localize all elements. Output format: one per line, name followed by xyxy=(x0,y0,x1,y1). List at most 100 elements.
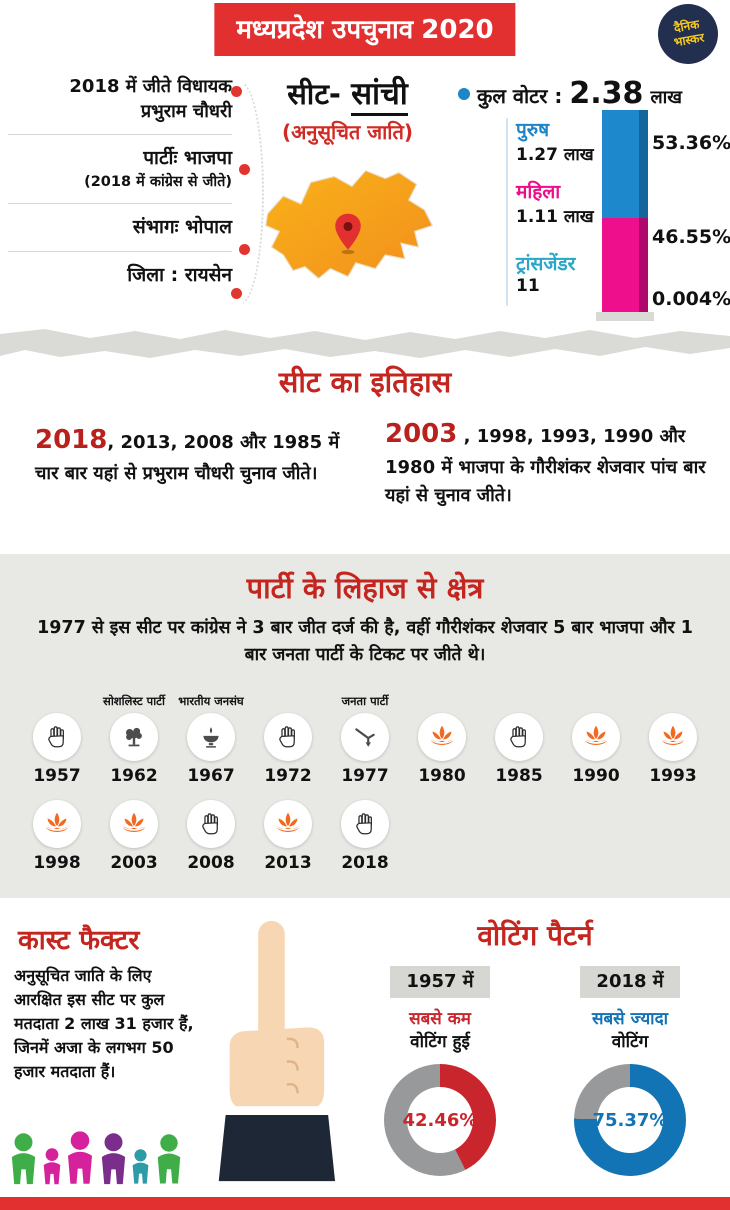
female-pct: 46.55% xyxy=(652,226,730,248)
bar-pedestal xyxy=(596,312,654,321)
congress-symbol-icon xyxy=(341,800,389,849)
timeline-item-1993: 1993 xyxy=(638,677,708,786)
timeline-item-1998: 1998 xyxy=(22,790,92,873)
male-count: 1.27 लाख xyxy=(516,145,594,165)
donut-2018: 75.37% xyxy=(574,1064,686,1176)
jansangh-symbol-icon xyxy=(187,713,235,762)
header-title: मध्यप्रदेश उपचुनाव xyxy=(236,15,414,45)
district-info: जिला : रायसेन xyxy=(127,263,232,286)
timeline-item-1967: भारतीय जनसंघ 1967 xyxy=(176,677,246,787)
party-line: पार्टीः भाजपा xyxy=(143,147,232,170)
trans-voters: ट्रांसजेंडर 11 xyxy=(516,250,612,296)
party-name-label xyxy=(330,790,400,796)
history-left-year: 2018 xyxy=(35,425,108,455)
seat-name: सांची xyxy=(351,76,408,116)
divider xyxy=(8,202,232,204)
location-pin-icon xyxy=(334,213,361,250)
election-year: 1985 xyxy=(495,766,543,787)
trans-count: 11 xyxy=(516,276,540,296)
seat-panel: सीट- सांची (अनुसूचित जाति) xyxy=(240,72,455,304)
history-right-year: 2003 xyxy=(385,419,458,449)
total-voters-unit: लाख xyxy=(650,87,683,108)
total-voters: कुल वोटर : 2.38 लाख xyxy=(458,76,682,111)
party-name-label: भारतीय जनसंघ xyxy=(178,694,244,709)
party-timeline-row1: 1957 सोशलिस्ट पार्टी 1962 भारतीय जनसंघ 1967 1… xyxy=(0,669,730,786)
timeline-item-2013: 2013 xyxy=(253,790,323,873)
gender-bar-chart xyxy=(602,110,648,312)
trans-pct: 0.004% xyxy=(652,288,730,310)
party-name-label xyxy=(638,677,708,709)
donut-1957: 42.46% xyxy=(384,1064,496,1176)
red-bullet-dot xyxy=(231,86,242,97)
party-name-label xyxy=(484,677,554,709)
party-info: पार्टीः भाजपा (2018 में कांग्रेस से जीते… xyxy=(8,145,232,193)
high-desc-colored: सबसे ज्यादा xyxy=(591,1009,669,1029)
timeline-item-1990: 1990 xyxy=(561,677,631,786)
high-year-chip: 2018 में xyxy=(580,966,680,998)
female-label: महिला xyxy=(516,181,561,203)
voters-panel: कुल वोटर : 2.38 लाख पुरुष 1.27 लाख महिला… xyxy=(458,76,730,321)
bottom-section: कास्ट फैक्टर अनुसूचित जाति के लिए आरक्षि… xyxy=(0,898,730,1197)
total-voters-value: 2.38 xyxy=(569,76,644,111)
timeline-item-1962: सोशलिस्ट पार्टी 1962 xyxy=(99,677,169,787)
bjp-symbol-icon xyxy=(418,713,466,762)
high-desc-rest: वोटिंग xyxy=(611,1032,649,1052)
election-year: 2008 xyxy=(187,853,235,874)
caste-heading: कास्ट फैक्टर xyxy=(18,925,140,956)
party-name-label xyxy=(99,790,169,796)
divider xyxy=(8,250,232,252)
donut-2018-pct: 75.37% xyxy=(592,1109,668,1131)
timeline-item-2008: 2008 xyxy=(176,790,246,873)
winner-info-panel: 2018 में जीते विधायक प्रभुराम चौधरी पार्… xyxy=(8,72,232,290)
election-year: 1967 xyxy=(187,766,235,787)
caste-text: अनुसूचित जाति के लिए आरक्षित इस सीट पर क… xyxy=(14,966,194,1081)
election-year: 2003 xyxy=(110,853,158,874)
voting-high-column: 2018 में सबसे ज्यादा वोटिंग 75.37% xyxy=(542,966,718,1176)
election-year: 1957 xyxy=(33,766,81,787)
election-year: 1993 xyxy=(649,766,697,787)
pointing-finger-illustration xyxy=(200,916,338,1186)
bjp-symbol-icon xyxy=(572,713,620,762)
election-year: 1977 xyxy=(341,766,389,787)
mla-name: प्रभुराम चौधरी xyxy=(140,101,232,123)
timeline-item-1972: 1972 xyxy=(253,677,323,786)
bjp-symbol-icon xyxy=(264,800,312,849)
socialist-symbol-icon xyxy=(110,713,158,762)
congress-symbol-icon xyxy=(33,713,81,762)
low-desc-rest: वोटिंग हुई xyxy=(410,1032,470,1052)
male-voters: पुरुष 1.27 लाख xyxy=(516,116,612,165)
divider xyxy=(8,134,232,136)
election-year: 1998 xyxy=(33,853,81,874)
history-right: 2003 , 1998, 1993, 1990 और 1980 में भाजप… xyxy=(385,414,707,510)
timeline-item-1977: जनता पार्टी 1977 xyxy=(330,677,400,786)
party-name-label xyxy=(253,790,323,796)
red-bullet-dot xyxy=(239,164,250,175)
header-banner: मध्यप्रदेश उपचुनाव 2020 xyxy=(214,3,516,56)
torn-paper-edge xyxy=(0,326,730,362)
history-right-text: , 1998, 1993, 1990 और 1980 में भाजपा के … xyxy=(385,426,706,507)
party-heading: पार्टी के लिहाज से क्षेत्र xyxy=(246,571,484,605)
election-year: 1980 xyxy=(418,766,466,787)
timeline-item-1985: 1985 xyxy=(484,677,554,786)
total-voters-label: कुल वोटर : xyxy=(477,84,563,108)
blue-bullet-dot xyxy=(458,87,470,100)
election-year: 2013 xyxy=(264,853,312,874)
timeline-item-1957: 1957 xyxy=(22,677,92,786)
bjp-symbol-icon xyxy=(110,800,158,849)
party-name-label: सोशलिस्ट पार्टी xyxy=(103,694,165,709)
voting-heading: वोटिंग पैटर्न xyxy=(477,919,593,952)
party-name-label xyxy=(22,790,92,796)
low-desc-colored: सबसे कम xyxy=(409,1009,471,1029)
seat-prefix: सीट- xyxy=(287,77,341,111)
red-bullet-dot xyxy=(231,288,242,299)
voting-low-column: 1957 में सबसे कम वोटिंग हुई 42.46% xyxy=(352,966,528,1176)
bar-male xyxy=(602,110,648,218)
party-section: पार्टी के लिहाज से क्षेत्र 1977 से इस सी… xyxy=(0,554,730,898)
header-year: 2020 xyxy=(421,15,494,45)
congress-symbol-icon xyxy=(495,713,543,762)
history-heading: सीट का इतिहास xyxy=(278,365,452,399)
trans-label: ट्रांसजेंडर xyxy=(516,253,576,275)
party-description: 1977 से इस सीट पर कांग्रेस ने 3 बार जीत … xyxy=(37,618,693,666)
party-name-label xyxy=(22,677,92,709)
